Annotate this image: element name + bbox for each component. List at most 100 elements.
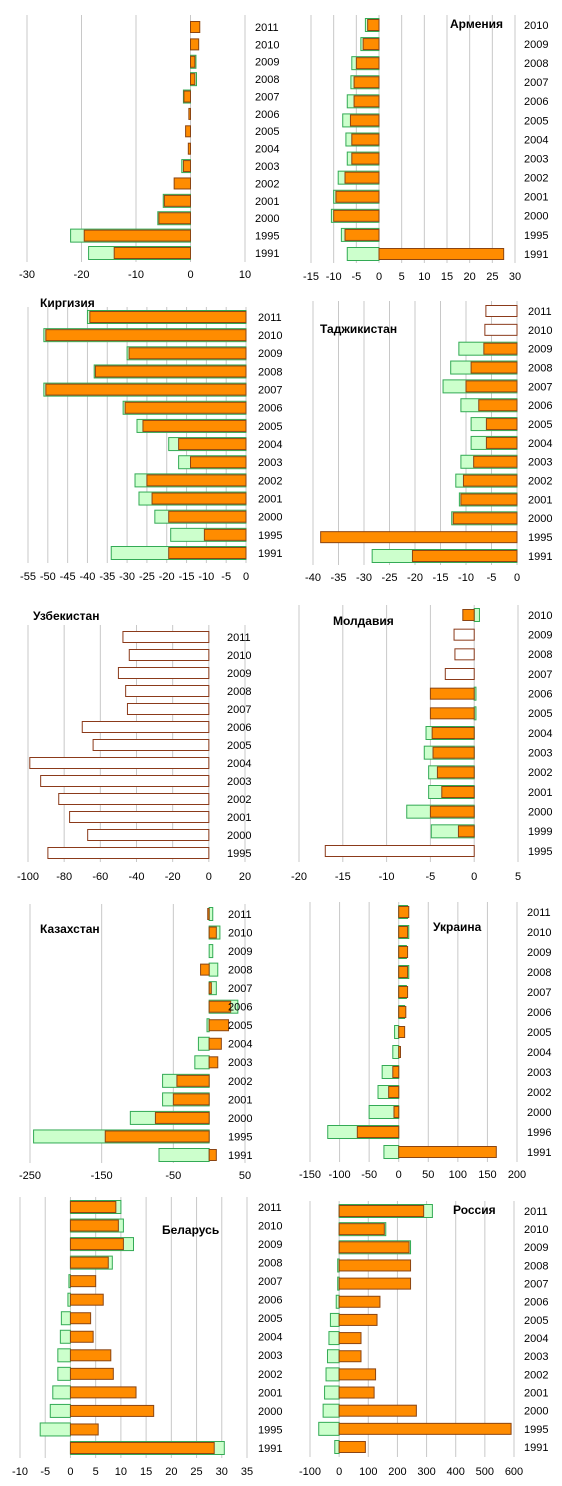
category-label: 1996	[527, 1127, 551, 1139]
category-label: 1995	[255, 231, 279, 243]
x-tick-label: 20	[239, 871, 251, 883]
category-label: 2003	[258, 1350, 282, 1362]
x-tick-label: -40	[305, 572, 321, 584]
x-tick-label: 30	[509, 271, 521, 283]
bar	[465, 380, 518, 393]
bar	[470, 361, 518, 374]
x-tick-label: 50	[239, 1170, 251, 1182]
bar	[49, 1403, 71, 1418]
category-label: 2005	[524, 1315, 548, 1327]
category-label: 2008	[255, 74, 279, 86]
x-tick-label: 400	[447, 1466, 465, 1478]
bar	[208, 962, 219, 977]
category-label: 2011	[228, 909, 252, 921]
bar	[185, 125, 192, 138]
x-tick-label: 20	[165, 1466, 177, 1478]
x-tick-label: -15	[335, 871, 351, 883]
x-tick-label: 500	[476, 1466, 494, 1478]
category-label: 2011	[255, 22, 279, 34]
category-label: 2010	[528, 610, 552, 622]
x-tick-label: -100	[299, 1466, 321, 1478]
category-label: 2003	[528, 748, 552, 760]
category-label: 2004	[528, 728, 552, 740]
bar	[69, 1349, 112, 1362]
category-label: 2001	[524, 1387, 548, 1399]
bar	[478, 399, 518, 412]
bar	[392, 1066, 400, 1078]
bar	[190, 38, 200, 51]
bar	[485, 418, 518, 431]
x-tick-label: -5	[426, 871, 436, 883]
category-label: 2002	[258, 475, 282, 487]
panel-title: Казахстан	[40, 922, 100, 936]
panel: -40 -35 -30 -25 -20 -15 -10 -5 0 2011 2010 2009 2008…	[305, 301, 552, 584]
category-label: 1991	[255, 248, 279, 260]
bar	[441, 786, 475, 798]
bar	[128, 649, 210, 661]
x-tick-label: 0	[336, 1466, 342, 1478]
bar	[322, 1403, 340, 1418]
bar	[338, 1223, 385, 1236]
category-label: 2002	[255, 178, 279, 190]
x-tick-label: 10	[115, 1466, 127, 1478]
bar	[168, 547, 247, 559]
x-tick-label: 5	[515, 871, 521, 883]
bar	[69, 1219, 119, 1232]
x-tick-label: 0	[514, 572, 520, 584]
bar	[69, 1367, 114, 1380]
category-label: 2010	[524, 20, 548, 32]
bar	[158, 212, 191, 225]
bar	[328, 1331, 340, 1346]
category-label: 2007	[527, 987, 551, 999]
category-label: 2000	[258, 512, 282, 524]
x-tick-label: 100	[449, 1169, 467, 1181]
category-label: 1991	[527, 1147, 551, 1159]
category-label: 2005	[255, 126, 279, 138]
x-tick-label: -40	[129, 871, 145, 883]
bar	[454, 648, 475, 661]
bar	[398, 906, 410, 918]
bar	[208, 944, 214, 959]
x-tick-label: -35	[99, 571, 115, 583]
bar	[329, 1312, 340, 1327]
x-tick-label: -15	[433, 572, 449, 584]
bar	[190, 21, 201, 33]
x-tick-label: -55	[20, 571, 36, 583]
bar	[69, 1423, 99, 1436]
bar	[69, 1256, 109, 1269]
category-label: 2004	[227, 758, 251, 770]
x-tick-label: 100	[359, 1466, 377, 1478]
category-label: 2010	[258, 330, 282, 342]
bar	[338, 1404, 417, 1417]
bar	[483, 342, 518, 355]
category-label: 2004	[228, 1039, 252, 1051]
bar	[203, 528, 247, 541]
category-label: 2006	[528, 400, 552, 412]
bar	[484, 323, 518, 336]
category-label: 2010	[524, 1224, 548, 1236]
bar	[411, 550, 518, 562]
bar	[197, 1036, 210, 1051]
panel: -55 -50 -45 -40 -35 -30 -25 -20 -15 -10 -5 02011201…	[20, 296, 282, 583]
bar	[349, 114, 380, 127]
x-tick-label: -30	[119, 571, 135, 583]
x-tick-label: -10	[458, 572, 474, 584]
bar	[154, 1111, 210, 1124]
x-tick-label: -20	[74, 269, 90, 281]
category-label: 2009	[227, 668, 251, 680]
bar	[351, 133, 380, 146]
bar	[45, 383, 247, 396]
bar	[125, 685, 210, 697]
x-tick-label: 200	[508, 1169, 526, 1181]
bar	[208, 1056, 219, 1069]
category-label: 2011	[528, 306, 552, 318]
category-label: 2002	[524, 173, 548, 185]
category-label: 2007	[228, 983, 252, 995]
x-tick-label: 10	[418, 271, 430, 283]
category-label: 2009	[255, 57, 279, 69]
category-label: 2005	[258, 421, 282, 433]
panel-title: Молдавия	[333, 614, 394, 628]
bar	[117, 667, 210, 679]
bar	[52, 1385, 71, 1400]
category-label: 2004	[524, 134, 548, 146]
